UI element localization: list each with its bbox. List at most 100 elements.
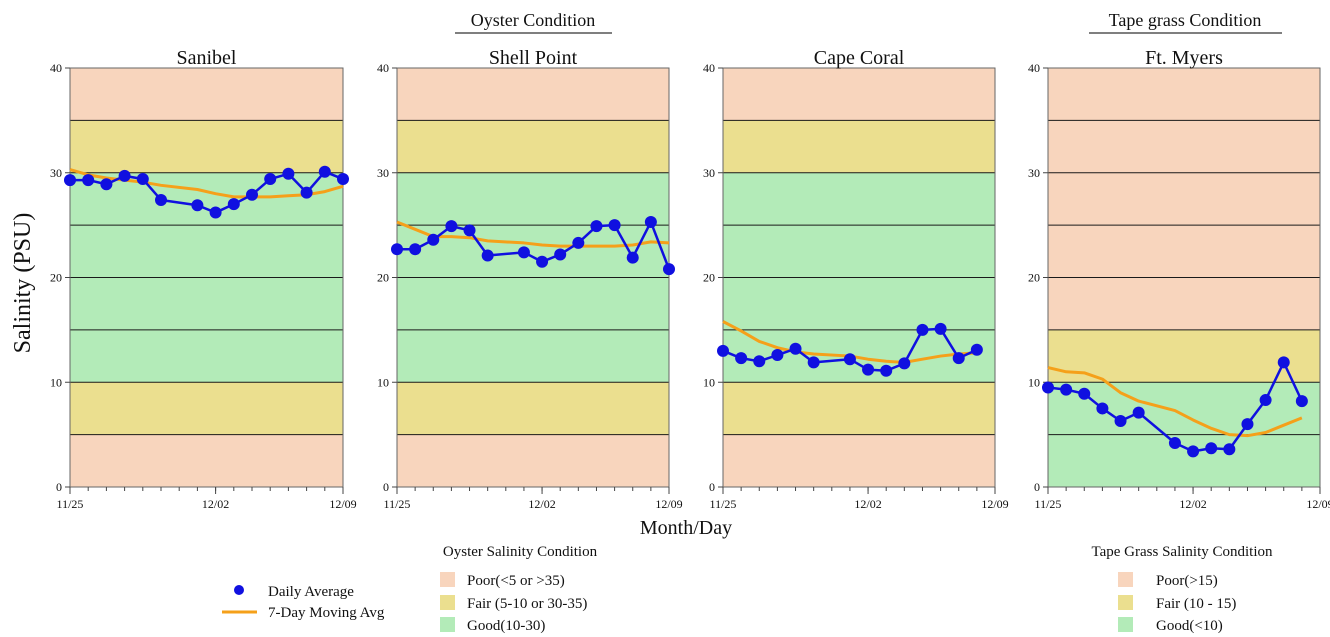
y-axis-label: Salinity (PSU)	[10, 213, 36, 354]
daily-average-point	[807, 356, 820, 369]
band-poor	[397, 434, 669, 487]
y-tick-label: 20	[50, 271, 62, 285]
daily-average-point	[136, 173, 149, 186]
oyster-legend-good-label: Good(10-30)	[467, 618, 545, 634]
x-tick-label: 12/02	[528, 497, 555, 511]
panel-sanibel: 0 10 20 30 40 11/25 12/02 12/09 Sanibel	[50, 47, 357, 511]
tape-grass-condition-legend: Tape Grass Salinity Condition Poor(>15) …	[1091, 544, 1273, 634]
tape-legend-fair-label: Fair (10 - 15)	[1156, 596, 1236, 612]
daily-average-point	[1078, 387, 1091, 400]
band-fair	[723, 120, 995, 173]
daily-average-point	[1114, 415, 1127, 428]
y-tick-label: 0	[56, 480, 62, 494]
x-axis-label: Month/Day	[640, 517, 732, 539]
daily-average-point	[843, 353, 856, 366]
daily-average-point	[970, 343, 983, 356]
oyster-legend-poor-label: Poor(<5 or >35)	[467, 573, 565, 589]
daily-average-point	[1042, 381, 1054, 394]
y-tick-label: 0	[709, 480, 715, 494]
daily-average-point	[1168, 437, 1181, 450]
band-fair	[397, 382, 669, 435]
daily-average-point	[753, 355, 766, 368]
band-fair	[723, 382, 995, 435]
daily-average-point	[1205, 442, 1218, 455]
x-tick-label: 12/09	[329, 497, 356, 511]
legend-moving-label: 7-Day Moving Avg	[268, 605, 385, 621]
daily-average-point	[246, 188, 258, 201]
daily-average-point	[264, 173, 277, 186]
oyster-condition-legend: Oyster Salinity Condition Poor(<5 or >35…	[440, 544, 598, 634]
band-poor	[723, 434, 995, 487]
daily-average-point	[771, 349, 784, 362]
y-tick-label: 30	[1028, 166, 1040, 180]
y-tick-label: 30	[703, 166, 715, 180]
tape-legend-poor-label: Poor(>15)	[1156, 573, 1218, 589]
panel-title: Shell Point	[489, 47, 578, 69]
band-poor	[1048, 68, 1320, 330]
tape-legend-good-label: Good(<10)	[1156, 618, 1223, 634]
oyster-legend-title: Oyster Salinity Condition	[443, 544, 598, 560]
daily-average-point	[789, 342, 802, 355]
daily-average-point	[191, 199, 204, 212]
daily-average-point	[1096, 402, 1109, 415]
band-poor	[70, 68, 343, 121]
daily-average-point	[227, 198, 240, 211]
tape-legend-poor-swatch	[1118, 572, 1133, 587]
daily-average-point	[282, 167, 295, 180]
tape-legend-good-swatch	[1118, 617, 1133, 632]
daily-average-point	[916, 323, 929, 336]
daily-average-point	[118, 169, 131, 182]
daily-average-point	[572, 236, 585, 249]
y-tick-label: 0	[383, 480, 389, 494]
y-tick-label: 10	[50, 375, 62, 389]
x-tick-label: 12/02	[854, 497, 881, 511]
daily-average-point	[517, 246, 530, 259]
x-tick-label: 12/02	[202, 497, 229, 511]
daily-average-point	[554, 248, 567, 261]
daily-average-point	[898, 357, 911, 370]
band-fair	[1048, 329, 1320, 383]
y-tick-label: 0	[1034, 480, 1040, 494]
moving-average-line	[1047, 366, 1303, 438]
daily-average-point	[717, 344, 729, 357]
daily-average-point	[155, 193, 167, 206]
daily-average-point	[735, 352, 748, 365]
daily-average-point	[82, 174, 95, 187]
daily-average-point	[463, 224, 476, 237]
daily-average-point	[952, 352, 965, 365]
daily-average-point	[536, 255, 549, 268]
band-poor	[397, 68, 669, 121]
daily-average-point	[209, 206, 222, 219]
y-tick-label: 30	[377, 166, 389, 180]
x-tick-label: 11/25	[57, 497, 84, 511]
daily-average-point	[100, 178, 113, 191]
moving-average-line	[69, 168, 344, 199]
x-tick-label: 12/09	[655, 497, 682, 511]
panel-title: Sanibel	[177, 47, 237, 69]
tape-legend-fair-swatch	[1118, 595, 1133, 610]
y-tick-label: 20	[377, 271, 389, 285]
daily-average-point	[590, 220, 603, 233]
chart-panels: 0 10 20 30 40 11/25 12/02 12/09 Sanibel 0 10 20 30 40…	[50, 47, 1330, 511]
daily-average-point	[337, 173, 349, 186]
y-tick-label: 40	[50, 61, 62, 75]
y-tick-label: 40	[703, 61, 715, 75]
daily-average-point	[644, 215, 657, 228]
band-fair	[397, 120, 669, 173]
daily-average-point	[626, 251, 639, 264]
x-tick-label: 11/25	[384, 497, 411, 511]
y-tick-label: 40	[1028, 61, 1040, 75]
panel-title: Cape Coral	[814, 47, 905, 69]
daily-average-point	[300, 186, 313, 199]
daily-average-point	[663, 263, 675, 276]
oyster-legend-fair-label: Fair (5-10 or 30-35)	[467, 596, 587, 612]
panel-shell-point: 0 10 20 30 40 11/25 12/02 12/09 Shell Point	[377, 47, 683, 511]
daily-average-point	[1132, 406, 1145, 419]
legend-daily-marker	[234, 585, 244, 595]
daily-average-point	[1277, 356, 1290, 369]
y-tick-label: 10	[377, 375, 389, 389]
panel-cape-coral: 0 10 20 30 40 11/25 12/02 12/09 Cape Coral	[703, 47, 1009, 511]
oyster-legend-fair-swatch	[440, 595, 455, 610]
daily-average-point	[1295, 395, 1308, 408]
